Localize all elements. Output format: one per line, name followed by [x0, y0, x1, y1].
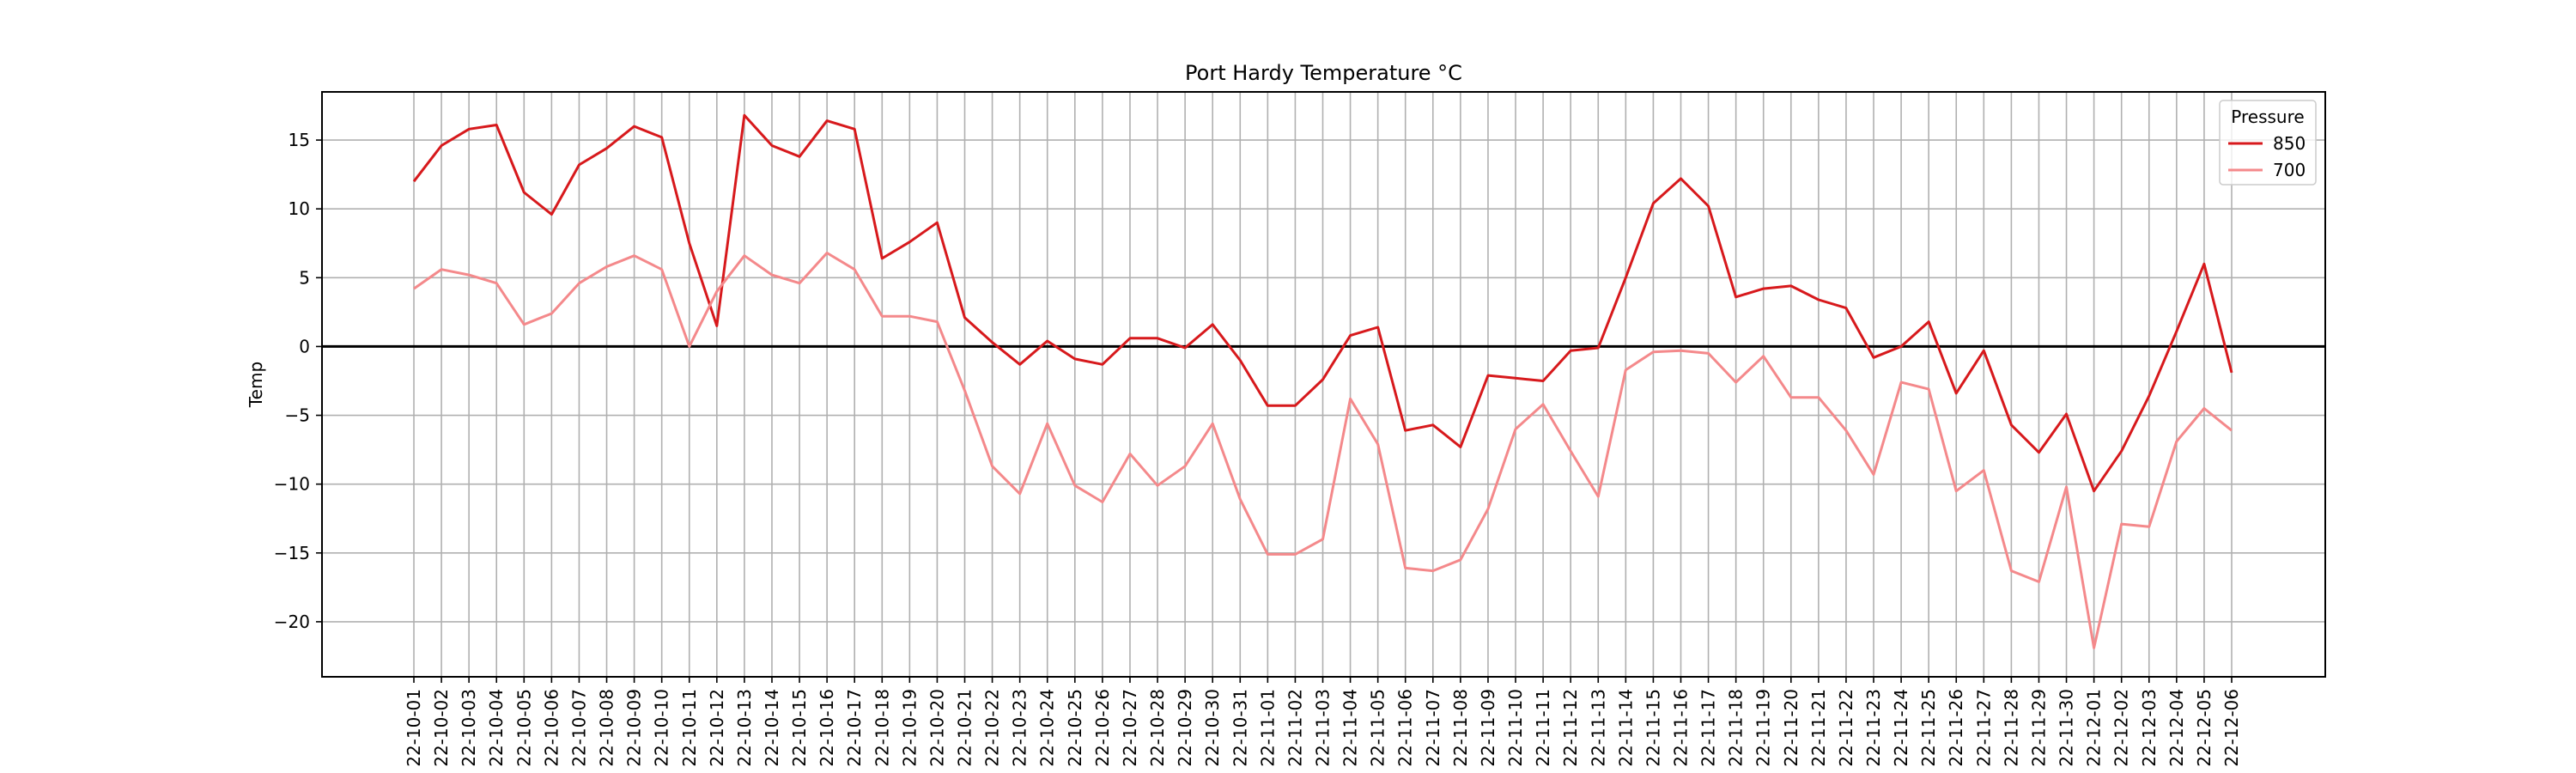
x-tick-label: 22-11-16 [1670, 689, 1691, 767]
x-tick-label: 22-12-02 [2111, 689, 2132, 767]
legend-label-700: 700 [2273, 160, 2306, 180]
x-tick-label: 22-10-07 [568, 689, 589, 767]
x-tick-label: 22-10-28 [1147, 689, 1168, 767]
x-tick-label: 22-10-11 [679, 689, 700, 767]
x-tick-label: 22-11-28 [2001, 689, 2021, 767]
y-tick-label: −20 [274, 612, 310, 632]
x-tick-label: 22-11-27 [1973, 689, 1994, 767]
y-tick-label: 5 [299, 267, 310, 288]
x-tick-label: 22-10-24 [1037, 689, 1058, 767]
x-tick-label: 22-10-20 [927, 689, 947, 767]
x-tick-label: 22-12-04 [2166, 689, 2187, 767]
x-tick-label: 22-10-08 [597, 689, 617, 767]
x-tick-label: 22-10-10 [652, 689, 672, 767]
series-line-700 [413, 252, 2233, 649]
x-tick-label: 22-11-15 [1643, 689, 1663, 767]
x-tick-label: 22-11-13 [1588, 689, 1608, 767]
x-tick-label: 22-10-01 [404, 689, 424, 767]
x-tick-label: 22-11-26 [1946, 689, 1966, 767]
chart-title: Port Hardy Temperature °C [1185, 61, 1462, 85]
x-tick-label: 22-11-07 [1423, 689, 1443, 767]
x-tick-label: 22-11-29 [2028, 689, 2049, 767]
x-tick-label: 22-11-22 [1836, 689, 1856, 767]
legend-title: Pressure [2231, 107, 2304, 127]
x-tick-label: 22-10-22 [982, 689, 1003, 767]
x-tick-label: 22-11-25 [1918, 689, 1939, 767]
x-tick-label: 22-10-19 [899, 689, 920, 767]
x-tick-label: 22-11-09 [1478, 689, 1498, 767]
series-line-850 [412, 113, 2233, 493]
grid [322, 92, 2325, 677]
x-tick-label: 22-10-23 [1010, 689, 1030, 767]
x-tick-label: 22-11-12 [1560, 689, 1581, 767]
x-tick-label: 22-12-05 [2194, 689, 2215, 767]
x-tick-label: 22-10-03 [459, 689, 479, 767]
x-tick-label: 22-12-06 [2221, 689, 2242, 767]
x-tick-label: 22-11-30 [2057, 689, 2077, 767]
x-tick-label: 22-10-14 [762, 689, 782, 767]
x-tick-label: 22-11-05 [1368, 689, 1388, 767]
y-tick-label: 10 [289, 198, 310, 219]
x-tick-label: 22-10-27 [1120, 689, 1140, 767]
x-tick-label: 22-11-02 [1285, 689, 1305, 767]
x-tick-label: 22-11-24 [1891, 689, 1911, 767]
x-tick-label: 22-10-29 [1175, 689, 1195, 767]
x-tick-label: 22-10-30 [1202, 689, 1223, 767]
x-tick-label: 22-11-08 [1450, 689, 1471, 767]
legend-label-850: 850 [2273, 133, 2306, 154]
x-tick-label: 22-11-20 [1781, 689, 1801, 767]
plot-area-frame [321, 91, 2326, 678]
y-axis-label: Temp [246, 362, 266, 408]
x-tick-label: 22-11-17 [1698, 689, 1719, 767]
x-tick-label: 22-10-21 [955, 689, 975, 767]
x-tick-label: 22-10-26 [1092, 689, 1113, 767]
x-tick-label: 22-10-12 [707, 689, 727, 767]
x-tick-label: 22-11-10 [1505, 689, 1526, 767]
x-tick-label: 22-11-23 [1863, 689, 1884, 767]
y-tick-label: −15 [274, 543, 310, 563]
y-tick-label: −5 [285, 405, 310, 426]
x-tick-label: 22-10-09 [624, 689, 645, 767]
x-tick-label: 22-10-15 [789, 689, 810, 767]
x-tick-label: 22-10-25 [1065, 689, 1085, 767]
y-tick-label: 0 [299, 336, 310, 356]
x-tick-label: 22-12-03 [2139, 689, 2160, 767]
x-tick-label: 22-11-06 [1395, 689, 1416, 767]
x-axis-ticks: 22-10-01 22-10-02 22-10-03 22-10-04 22-10-05… [404, 677, 2242, 767]
x-tick-label: 22-11-11 [1533, 689, 1553, 767]
y-tick-label: 15 [289, 130, 310, 150]
x-tick-label: 22-10-18 [872, 689, 892, 767]
y-axis-ticks: −20 −15 −10 −5 0 5 10 15 [274, 130, 322, 632]
x-tick-label: 22-10-31 [1230, 689, 1250, 767]
x-tick-label: 22-10-05 [513, 689, 534, 767]
x-tick-label: 22-11-18 [1726, 689, 1747, 767]
series-lines [412, 113, 2233, 649]
x-tick-label: 22-11-03 [1313, 689, 1334, 767]
x-tick-label: 22-10-04 [486, 689, 507, 767]
x-tick-label: 22-12-01 [2084, 689, 2105, 767]
x-tick-label: 22-10-17 [844, 689, 865, 767]
x-tick-label: 22-10-02 [431, 689, 452, 767]
x-tick-label: 22-11-21 [1808, 689, 1829, 767]
x-tick-label: 22-11-01 [1257, 689, 1278, 767]
legend-box [2219, 100, 2317, 186]
x-tick-label: 22-10-13 [734, 689, 755, 767]
x-tick-label: 22-11-14 [1615, 689, 1636, 767]
x-tick-label: 22-10-06 [541, 689, 562, 767]
x-tick-label: 22-10-16 [817, 689, 837, 767]
y-tick-label: −10 [274, 474, 310, 495]
x-tick-label: 22-11-04 [1340, 689, 1361, 767]
x-tick-label: 22-11-19 [1753, 689, 1774, 767]
